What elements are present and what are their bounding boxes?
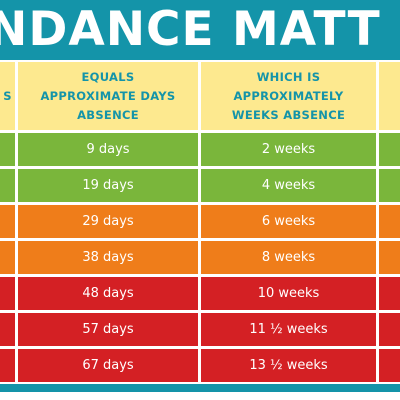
days-absence-cell: 38 days <box>18 241 198 274</box>
table-cell <box>379 205 400 238</box>
table-cell <box>0 169 15 202</box>
title-banner: NDANCE MATT <box>0 0 400 60</box>
header-col-3 <box>379 62 400 130</box>
table-cell <box>379 349 400 382</box>
header-weeks-absence: WHICH IS APPROXIMATELY WEEKS ABSENCE <box>201 62 376 130</box>
bottom-bar <box>0 384 400 392</box>
weeks-absence-cell: 13 ½ weeks <box>201 349 376 382</box>
table-cell <box>0 205 15 238</box>
table-cell <box>379 133 400 166</box>
table-cell <box>379 277 400 310</box>
table-cell <box>379 313 400 346</box>
header-col-0: S <box>0 62 15 130</box>
attendance-table: S EQUALS APPROXIMATE DAYS ABSENCE WHICH … <box>0 62 400 388</box>
table-cell <box>0 133 15 166</box>
table-cell <box>379 169 400 202</box>
weeks-absence-cell: 10 weeks <box>201 277 376 310</box>
table-cell <box>0 277 15 310</box>
weeks-absence-cell: 2 weeks <box>201 133 376 166</box>
days-absence-cell: 19 days <box>18 169 198 202</box>
table-cell <box>379 241 400 274</box>
days-absence-cell: 9 days <box>18 133 198 166</box>
table-cell <box>0 349 15 382</box>
days-absence-cell: 57 days <box>18 313 198 346</box>
header-days-absence: EQUALS APPROXIMATE DAYS ABSENCE <box>18 62 198 130</box>
days-absence-cell: 48 days <box>18 277 198 310</box>
days-absence-cell: 67 days <box>18 349 198 382</box>
days-absence-cell: 29 days <box>18 205 198 238</box>
weeks-absence-cell: 6 weeks <box>201 205 376 238</box>
table-cell <box>0 313 15 346</box>
weeks-absence-cell: 11 ½ weeks <box>201 313 376 346</box>
weeks-absence-cell: 4 weeks <box>201 169 376 202</box>
banner-title: NDANCE MATT <box>0 2 381 57</box>
table-cell <box>0 241 15 274</box>
weeks-absence-cell: 8 weeks <box>201 241 376 274</box>
